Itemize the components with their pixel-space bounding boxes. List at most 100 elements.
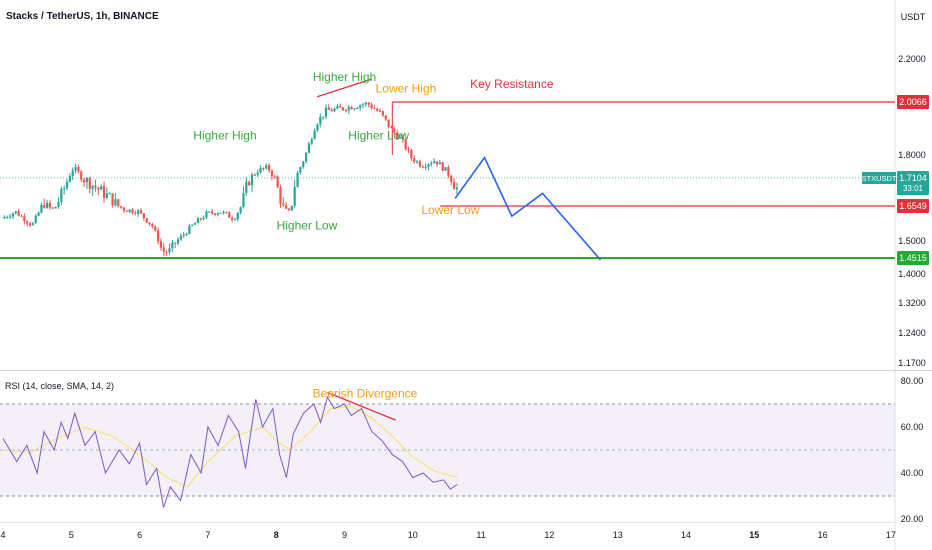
candle-body [85, 177, 89, 183]
candle-body [31, 223, 34, 226]
candle-body [364, 102, 367, 105]
candle-body [341, 107, 345, 110]
candle-body [285, 205, 288, 209]
candle-body [302, 161, 305, 168]
annotation-label: Higher High [313, 70, 376, 84]
candles [3, 101, 459, 257]
candle-body [211, 211, 214, 214]
rsi-line [2, 395, 458, 508]
time-tick-label: 16 [818, 530, 828, 540]
candle-body [307, 143, 311, 153]
current-price-badge-text: 1.7104 [899, 173, 927, 183]
time-tick-label: 10 [408, 530, 418, 540]
candle-body [256, 172, 259, 175]
candle-body [293, 187, 296, 206]
candle-body [120, 206, 123, 208]
lower-low-badge-bg [897, 199, 929, 213]
price-tick-label: 1.3200 [898, 298, 926, 308]
candle-body [441, 162, 444, 171]
candle-body [176, 239, 180, 244]
candle-body [205, 211, 208, 218]
time-tick-label: 9 [342, 530, 347, 540]
time-tick-label: 5 [69, 530, 74, 540]
time-tick-label: 8 [274, 530, 279, 540]
support-badge-text: 1.4515 [899, 253, 927, 263]
candle-body [396, 132, 399, 139]
candle-body [208, 211, 211, 213]
candle-body [430, 163, 433, 165]
candle-body [11, 213, 15, 217]
candle-body [83, 179, 86, 183]
candle-body [174, 242, 177, 244]
time-tick-label: 6 [137, 530, 142, 540]
candle-body [222, 211, 225, 213]
candle-body [60, 188, 63, 203]
candle-body [350, 106, 353, 110]
candle-body [233, 219, 237, 221]
divergence-line [327, 391, 396, 421]
countdown-text: 33:01 [903, 184, 924, 193]
candle-body [433, 161, 436, 164]
candle-body [37, 212, 40, 216]
rsi-axis-ticks: 80.00 60.00 40.00 20.00 [901, 376, 924, 524]
annotation-label: Key Resistance [470, 77, 554, 91]
candle-body [447, 167, 450, 176]
candle-body [185, 233, 188, 235]
candle-body [48, 203, 52, 208]
candle-body [74, 167, 77, 171]
candle-body [370, 104, 373, 109]
candle-body [213, 213, 217, 215]
candle-body [316, 124, 319, 131]
candle-body [228, 212, 231, 218]
time-tick-label: 7 [205, 530, 210, 540]
candle-body [77, 167, 80, 172]
candle-body [156, 230, 160, 242]
candle-body [102, 186, 106, 198]
candle-body [20, 215, 23, 217]
candle-body [17, 211, 20, 216]
candle-body [216, 213, 219, 215]
candle-body [193, 223, 197, 225]
price-tick-label: 1.2400 [898, 328, 926, 338]
support-badge-bg [897, 251, 929, 265]
candle-body [142, 213, 145, 219]
candle-body [438, 162, 441, 165]
candle-body [165, 251, 168, 253]
candle-body [137, 210, 140, 214]
candle-body [265, 165, 268, 169]
candle-body [336, 106, 339, 109]
divergence-label: Bearish Divergence [313, 386, 418, 400]
candle-body [230, 217, 234, 220]
time-tick-label: 13 [613, 530, 623, 540]
currency-label[interactable]: USDT [901, 12, 926, 22]
candle-body [14, 211, 17, 214]
candle-body [330, 109, 333, 112]
candle-body [407, 149, 410, 151]
candle-body [128, 209, 131, 212]
candle-body [367, 102, 370, 105]
candle-body [327, 107, 330, 110]
candle-body [401, 136, 404, 140]
lower-low-badge-text: 1.6549 [899, 201, 927, 211]
annotation-label: Lower High [376, 81, 437, 95]
candle-body [88, 177, 91, 190]
candle-body [91, 185, 94, 190]
candle-body [450, 175, 453, 182]
candle-body [3, 217, 6, 219]
price-tick-label: 1.8000 [898, 150, 926, 160]
candle-body [34, 215, 37, 224]
candle-body [54, 206, 57, 209]
candle-body [304, 152, 308, 162]
candle-body [384, 115, 387, 120]
candle-body [250, 174, 254, 186]
candle-body [359, 105, 362, 108]
candle-body [267, 165, 271, 171]
candle-body [376, 108, 379, 111]
annotation-label: Higher High [193, 128, 256, 142]
candle-body [148, 222, 151, 225]
rsi-tick-label: 80.00 [901, 376, 924, 386]
candle-body [313, 130, 316, 140]
candle-body [71, 170, 74, 176]
